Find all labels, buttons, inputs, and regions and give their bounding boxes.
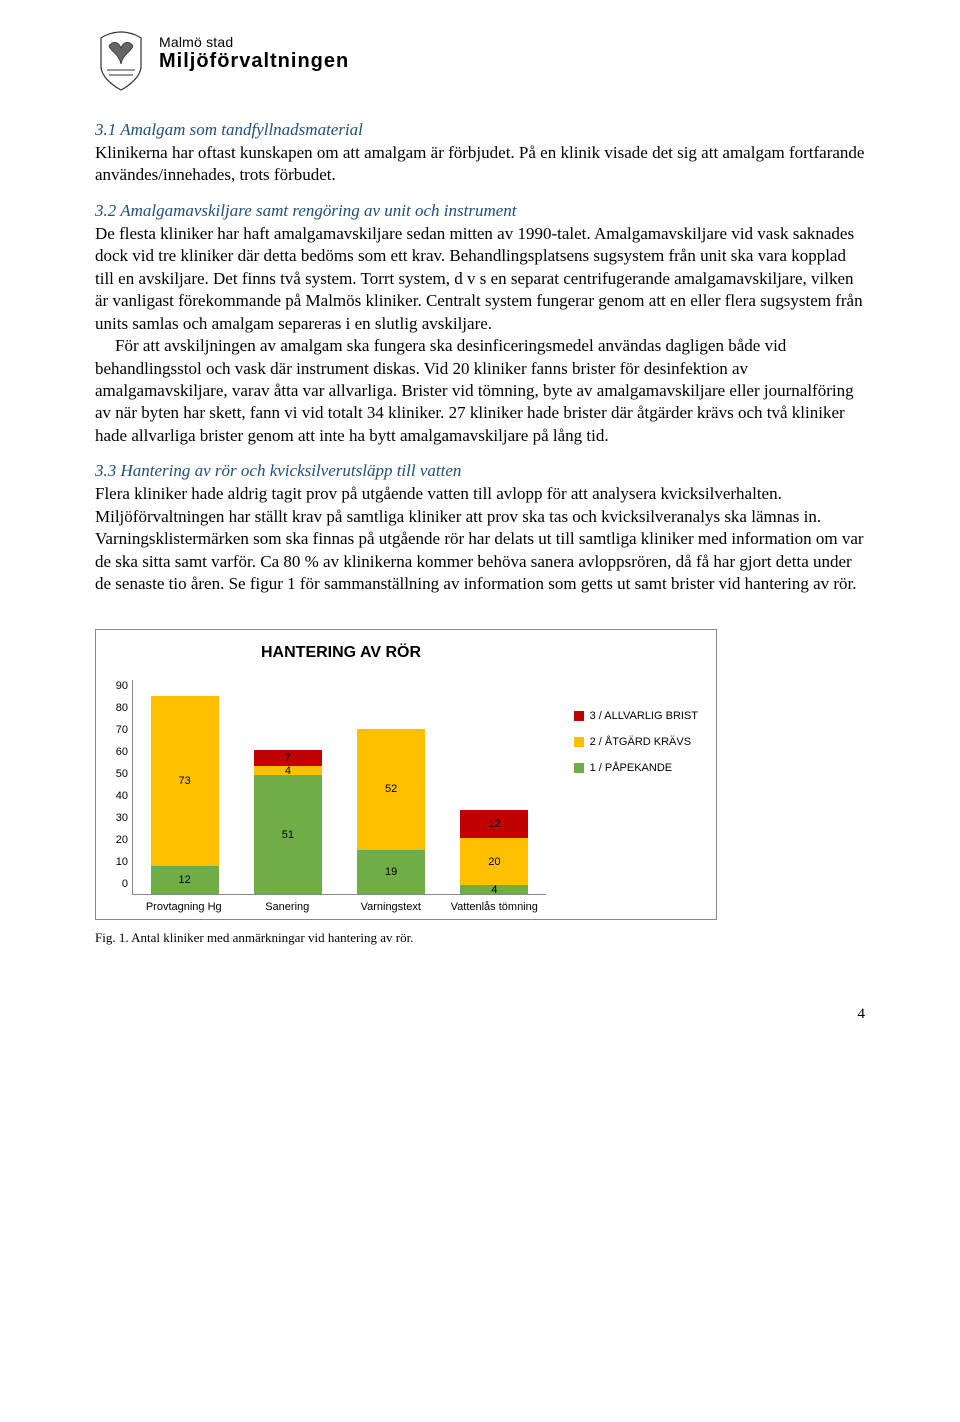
chart-ytick: 30 [106, 812, 128, 824]
section-3-3-body: Flera kliniker hade aldrig tagit prov på… [95, 483, 865, 595]
legend-swatch [574, 737, 584, 747]
section-3-2-body1: De flesta kliniker har haft amalgamavski… [95, 224, 863, 333]
chart-ytick: 60 [106, 746, 128, 758]
chart-bar-segment: 12 [151, 866, 219, 894]
legend-item: 3 / ALLVARLIG BRIST [574, 710, 698, 722]
chart-bar: 1273 [151, 696, 219, 894]
chart-bar-segment: 19 [357, 850, 425, 894]
chart-bar-slot: 1952 [340, 684, 443, 894]
chart-bar: 42012 [460, 810, 528, 894]
chart-plot: 12735147195242012 [132, 680, 546, 895]
chart-ytick: 10 [106, 856, 128, 868]
chart-title: HANTERING AV RÖR [126, 644, 556, 662]
chart-xtick: Provtagning Hg [132, 895, 236, 913]
legend-swatch [574, 711, 584, 721]
chart-bar-segment: 73 [151, 696, 219, 866]
chart-legend: 3 / ALLVARLIG BRIST 2 / ÅTGÄRD KRÄVS 1 / P… [574, 710, 698, 788]
chart-y-axis: 90 80 70 60 50 40 30 20 10 0 [106, 680, 132, 890]
chart-bar-segment: 12 [460, 810, 528, 838]
section-3-2-head: 3.2 Amalgamavskiljare samt rengöring av … [95, 201, 865, 221]
chart-ytick: 50 [106, 768, 128, 780]
chart-bar-slot: 42012 [443, 684, 546, 894]
chart-bar-segment: 7 [254, 750, 322, 766]
chart-caption: Fig. 1. Antal kliniker med anmärkningar … [95, 930, 865, 946]
chart-bar-segment: 4 [254, 766, 322, 775]
section-3-2-body2: För att avskiljningen av amalgam ska fun… [95, 336, 854, 445]
document-header: Malmö stad Miljöförvaltningen [95, 30, 865, 92]
chart-ytick: 0 [106, 878, 128, 890]
chart-container: HANTERING AV RÖR 9080706050403020100 127… [95, 629, 717, 920]
chart-bar: 1952 [357, 729, 425, 895]
chart-bar-segment: 51 [254, 775, 322, 894]
section-3-1-head: 3.1 Amalgam som tandfyllnadsmaterial [95, 120, 865, 140]
chart-bar-segment: 20 [460, 838, 528, 885]
chart-xtick: Sanering [236, 895, 340, 913]
section-3-3-head: 3.3 Hantering av rör och kvicksilverutsl… [95, 461, 865, 481]
legend-item: 2 / ÅTGÄRD KRÄVS [574, 736, 698, 748]
chart-ytick: 80 [106, 702, 128, 714]
crest-icon [95, 30, 147, 92]
section-3-2-body: De flesta kliniker har haft amalgamavski… [95, 223, 865, 447]
legend-label: 3 / ALLVARLIG BRIST [590, 710, 698, 722]
chart-bar-slot: 5147 [236, 684, 339, 894]
legend-swatch [574, 763, 584, 773]
page-number: 4 [95, 1006, 865, 1023]
section-3-1-body: Klinikerna har oftast kunskapen om att a… [95, 142, 865, 187]
legend-label: 1 / PÅPEKANDE [590, 762, 673, 774]
chart-ytick: 40 [106, 790, 128, 802]
legend-item: 1 / PÅPEKANDE [574, 762, 698, 774]
chart-ytick: 20 [106, 834, 128, 846]
chart-bar-segment: 4 [460, 885, 528, 894]
chart-x-axis: Provtagning HgSaneringVarningstextVatten… [132, 895, 546, 913]
chart-ytick: 70 [106, 724, 128, 736]
chart-xtick: Varningstext [339, 895, 443, 913]
chart-bar: 5147 [254, 750, 322, 895]
chart-xtick: Vattenlås tömning [443, 895, 547, 913]
org-top: Malmö stad [159, 34, 349, 50]
org-bottom: Miljöförvaltningen [159, 50, 349, 73]
chart-ytick: 90 [106, 680, 128, 692]
org-name-block: Malmö stad Miljöförvaltningen [159, 30, 349, 73]
legend-label: 2 / ÅTGÄRD KRÄVS [590, 736, 691, 748]
chart-bar-slot: 1273 [133, 684, 236, 894]
chart-bar-segment: 52 [357, 729, 425, 850]
